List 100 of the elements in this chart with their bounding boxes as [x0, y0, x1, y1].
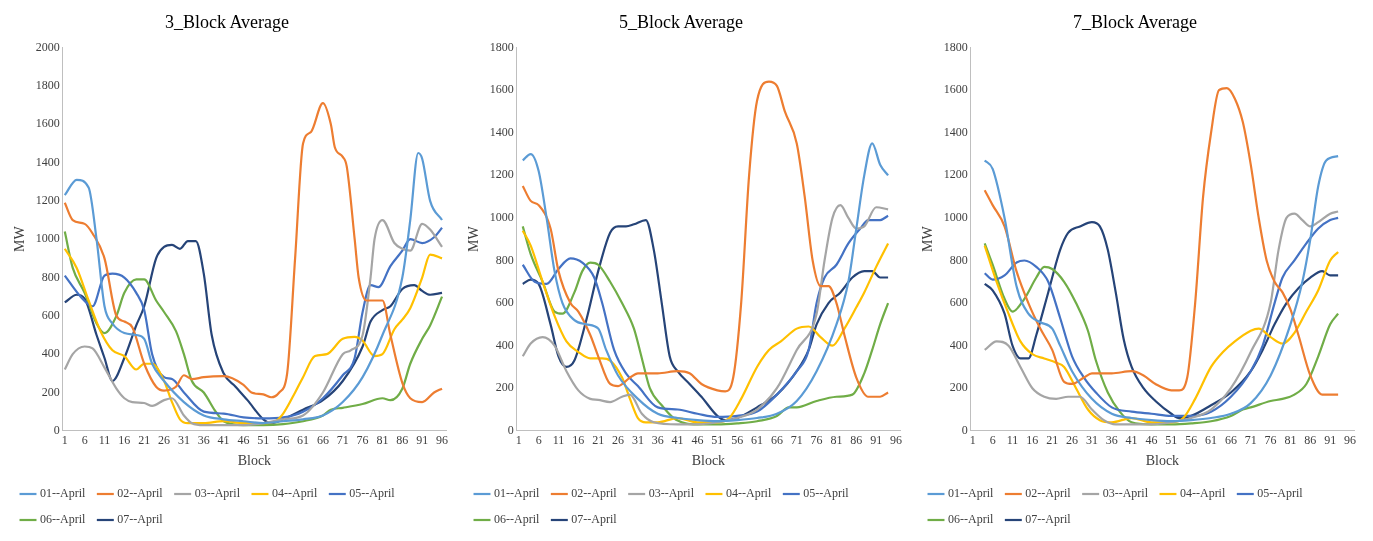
legend-label: 06--April: [40, 512, 86, 527]
y-axis-title: MW: [920, 225, 936, 253]
y-tick-label: 800: [949, 252, 968, 267]
x-tick-label: 16: [572, 433, 585, 448]
x-tick-label: 26: [1066, 433, 1079, 448]
x-tick-label: 86: [396, 433, 409, 448]
x-tick-label: 81: [830, 433, 843, 448]
y-tick-label: 1800: [35, 78, 60, 93]
x-tick-label: 76: [810, 433, 823, 448]
x-tick-label: 6: [535, 433, 542, 448]
x-tick-label: 71: [1244, 433, 1257, 448]
x-tick-label: 1: [969, 433, 976, 448]
x-tick-label: 81: [376, 433, 389, 448]
y-tick-label: 200: [41, 384, 60, 399]
y-tick-label: 800: [41, 269, 60, 284]
legend-label: 05--April: [803, 486, 850, 501]
x-tick-label: 66: [1224, 433, 1237, 448]
x-tick-label: 16: [1026, 433, 1039, 448]
y-axis-title: MW: [12, 225, 28, 253]
x-tick-label: 86: [850, 433, 863, 448]
x-tick-label: 6: [989, 433, 996, 448]
legend-label: 01--April: [948, 486, 994, 501]
legend-label: 04--April: [271, 486, 318, 501]
y-tick-label: 1000: [943, 210, 968, 225]
x-tick-label: 46: [237, 433, 250, 448]
x-tick-label: 91: [1324, 433, 1337, 448]
x-axis-title: Block: [691, 453, 726, 469]
y-tick-label: 800: [495, 252, 514, 267]
chart-title: 3_Block Average: [164, 11, 290, 32]
y-tick-label: 1200: [489, 167, 514, 182]
y-tick-label: 1200: [35, 193, 60, 208]
y-tick-label: 600: [949, 295, 968, 310]
legend-label: 04--April: [725, 486, 772, 501]
x-tick-label: 51: [711, 433, 724, 448]
x-tick-label: 31: [631, 433, 644, 448]
x-tick-label: 46: [1145, 433, 1158, 448]
y-tick-label: 1800: [943, 39, 968, 54]
line-series: [521, 142, 890, 423]
line-series: [63, 102, 444, 404]
y-tick-label: 1400: [489, 124, 514, 139]
x-tick-label: 71: [336, 433, 349, 448]
x-tick-label: 56: [731, 433, 744, 448]
x-tick-label: 36: [1105, 433, 1118, 448]
x-tick-label: 76: [1264, 433, 1277, 448]
x-tick-label: 11: [552, 433, 565, 448]
x-tick-label: 26: [158, 433, 171, 448]
x-tick-label: 41: [1125, 433, 1138, 448]
x-axis-title: Block: [237, 453, 272, 469]
y-tick-label: 1600: [943, 82, 968, 97]
legend-label: 04--April: [1179, 486, 1226, 501]
x-tick-label: 96: [436, 433, 449, 448]
y-tick-label: 400: [41, 346, 60, 361]
x-tick-label: 61: [1205, 433, 1218, 448]
x-tick-label: 31: [177, 433, 190, 448]
legend-label: 03--April: [1102, 486, 1149, 501]
legend-label: 05--April: [1257, 486, 1304, 501]
y-tick-label: 600: [495, 295, 514, 310]
y-tick-label: 1000: [35, 231, 60, 246]
x-tick-label: 6: [81, 433, 88, 448]
y-tick-label: 0: [53, 422, 60, 437]
y-tick-label: 400: [495, 337, 514, 352]
x-tick-label: 21: [1046, 433, 1059, 448]
legend-label: 05--April: [349, 486, 396, 501]
legend-label: 07--April: [571, 512, 618, 527]
y-tick-label: 600: [41, 308, 60, 322]
x-tick-label: 96: [1344, 433, 1357, 448]
y-tick-label: 200: [495, 380, 514, 395]
x-tick-label: 31: [1085, 433, 1098, 448]
legend-label: 07--April: [1025, 512, 1072, 527]
y-tick-label: 1200: [943, 167, 968, 182]
x-tick-label: 36: [651, 433, 664, 448]
y-axis-title: MW: [466, 225, 482, 253]
line-series: [983, 155, 1340, 423]
legend-label: 06--April: [948, 512, 994, 527]
y-tick-label: 1800: [489, 39, 514, 54]
x-axis-title: Block: [1145, 453, 1180, 469]
chart-title: 7_Block Average: [1072, 11, 1198, 32]
line-series: [63, 151, 444, 425]
x-tick-label: 41: [671, 433, 684, 448]
x-tick-label: 76: [356, 433, 369, 448]
x-tick-label: 56: [1185, 433, 1198, 448]
legend-label: 02--April: [1025, 486, 1072, 501]
y-tick-label: 200: [949, 380, 968, 395]
x-tick-label: 66: [770, 433, 783, 448]
x-tick-label: 61: [297, 433, 310, 448]
x-tick-label: 1: [61, 433, 68, 448]
x-tick-label: 21: [138, 433, 151, 448]
y-tick-label: 400: [949, 337, 968, 352]
x-tick-label: 46: [691, 433, 704, 448]
legend-label: 07--April: [117, 512, 164, 527]
legend-label: 03--April: [194, 486, 241, 501]
legend-label: 01--April: [40, 486, 86, 501]
line-series: [983, 86, 1340, 396]
y-tick-label: 1000: [489, 210, 514, 225]
x-tick-label: 21: [592, 433, 605, 448]
x-tick-label: 1: [515, 433, 522, 448]
x-tick-label: 56: [277, 433, 290, 448]
x-tick-label: 41: [217, 433, 230, 448]
legend-label: 03--April: [648, 486, 695, 501]
x-tick-label: 51: [257, 433, 270, 448]
